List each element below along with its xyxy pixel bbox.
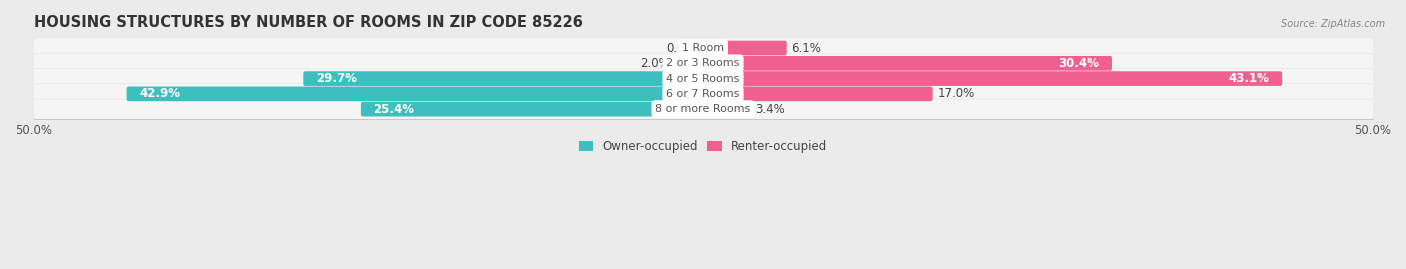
FancyBboxPatch shape <box>702 102 751 116</box>
Text: 2.0%: 2.0% <box>640 57 669 70</box>
FancyBboxPatch shape <box>127 87 704 101</box>
FancyBboxPatch shape <box>32 69 1374 89</box>
FancyBboxPatch shape <box>32 99 1374 119</box>
Text: 0.0%: 0.0% <box>666 41 696 55</box>
Text: 17.0%: 17.0% <box>938 87 974 100</box>
FancyBboxPatch shape <box>702 41 787 55</box>
FancyBboxPatch shape <box>32 84 1374 104</box>
FancyBboxPatch shape <box>702 87 932 101</box>
FancyBboxPatch shape <box>675 56 704 71</box>
FancyBboxPatch shape <box>702 71 1282 86</box>
Text: 43.1%: 43.1% <box>1229 72 1270 85</box>
Legend: Owner-occupied, Renter-occupied: Owner-occupied, Renter-occupied <box>574 135 832 158</box>
Text: 6 or 7 Rooms: 6 or 7 Rooms <box>666 89 740 99</box>
Text: 1 Room: 1 Room <box>682 43 724 53</box>
FancyBboxPatch shape <box>304 71 704 86</box>
FancyBboxPatch shape <box>32 53 1374 73</box>
Text: Source: ZipAtlas.com: Source: ZipAtlas.com <box>1281 19 1385 29</box>
Text: 42.9%: 42.9% <box>139 87 180 100</box>
Text: 8 or more Rooms: 8 or more Rooms <box>655 104 751 114</box>
FancyBboxPatch shape <box>32 38 1374 58</box>
Text: 4 or 5 Rooms: 4 or 5 Rooms <box>666 74 740 84</box>
Text: 25.4%: 25.4% <box>374 103 415 116</box>
Text: HOUSING STRUCTURES BY NUMBER OF ROOMS IN ZIP CODE 85226: HOUSING STRUCTURES BY NUMBER OF ROOMS IN… <box>34 15 582 30</box>
Text: 2 or 3 Rooms: 2 or 3 Rooms <box>666 58 740 68</box>
Text: 29.7%: 29.7% <box>316 72 357 85</box>
Text: 6.1%: 6.1% <box>792 41 821 55</box>
FancyBboxPatch shape <box>702 56 1112 71</box>
Text: 3.4%: 3.4% <box>755 103 785 116</box>
Text: 30.4%: 30.4% <box>1059 57 1099 70</box>
FancyBboxPatch shape <box>361 102 704 116</box>
